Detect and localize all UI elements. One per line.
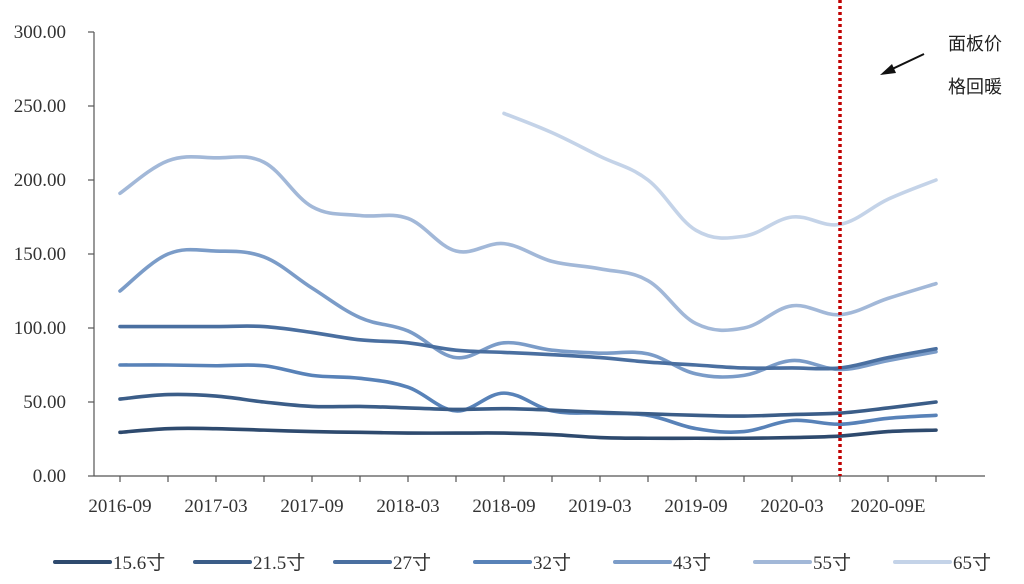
annotation-arrow-icon	[887, 53, 925, 72]
annotation-line-2: 格回暖	[948, 77, 1002, 98]
series-line-2	[118, 392, 938, 418]
legend-label: 27寸	[393, 552, 431, 574]
x-tick-label: 2018-09	[472, 496, 535, 517]
x-tick-label: 2019-09	[664, 496, 727, 517]
legend: 15.6寸 21.5寸 27寸 32寸 43寸 55寸 65寸	[53, 552, 991, 574]
series-line-5	[118, 247, 938, 379]
x-tick-label: 2020-03	[760, 496, 823, 517]
legend-label: 21.5寸	[253, 552, 305, 574]
y-tick-label: 50.00	[23, 392, 66, 413]
legend-label: 55寸	[813, 552, 851, 574]
x-tick-label: 2018-03	[376, 496, 439, 517]
y-tick-label: 150.00	[14, 244, 66, 265]
legend-label: 32寸	[533, 552, 571, 574]
y-tick-label: 250.00	[14, 96, 66, 117]
x-tick-label: 2016-09	[88, 496, 151, 517]
series-line-7	[502, 111, 938, 240]
x-tick-label: 2017-09	[280, 496, 343, 517]
legend-label: 43寸	[673, 552, 711, 574]
y-tick-label: 300.00	[14, 22, 66, 43]
annotation-arrowhead-icon	[880, 64, 896, 75]
x-tick-label: 2020-09E	[851, 496, 926, 517]
annotation: 面板价 格回暖	[880, 34, 1002, 98]
y-axis: 0.00 50.00 100.00 150.00 200.00 250.00 300.00	[14, 22, 95, 487]
y-tick-label: 0.00	[33, 466, 66, 487]
legend-label: 65寸	[953, 552, 991, 574]
annotation-line-1: 面板价	[948, 34, 1002, 55]
series-line-3	[118, 324, 938, 371]
series-line-6	[118, 154, 938, 333]
x-axis: 2016-09 2017-03 2017-09 2018-03 2018-09 2019-…	[88, 475, 985, 517]
x-tick-label: 2019-03	[568, 496, 631, 517]
series-line-4	[118, 363, 938, 434]
series-layer	[118, 111, 938, 441]
y-tick-label: 200.00	[14, 170, 66, 191]
series-line-1	[118, 426, 938, 441]
y-tick-label: 100.00	[14, 318, 66, 339]
x-tick-label: 2017-03	[184, 496, 247, 517]
legend-label: 15.6寸	[113, 552, 165, 574]
